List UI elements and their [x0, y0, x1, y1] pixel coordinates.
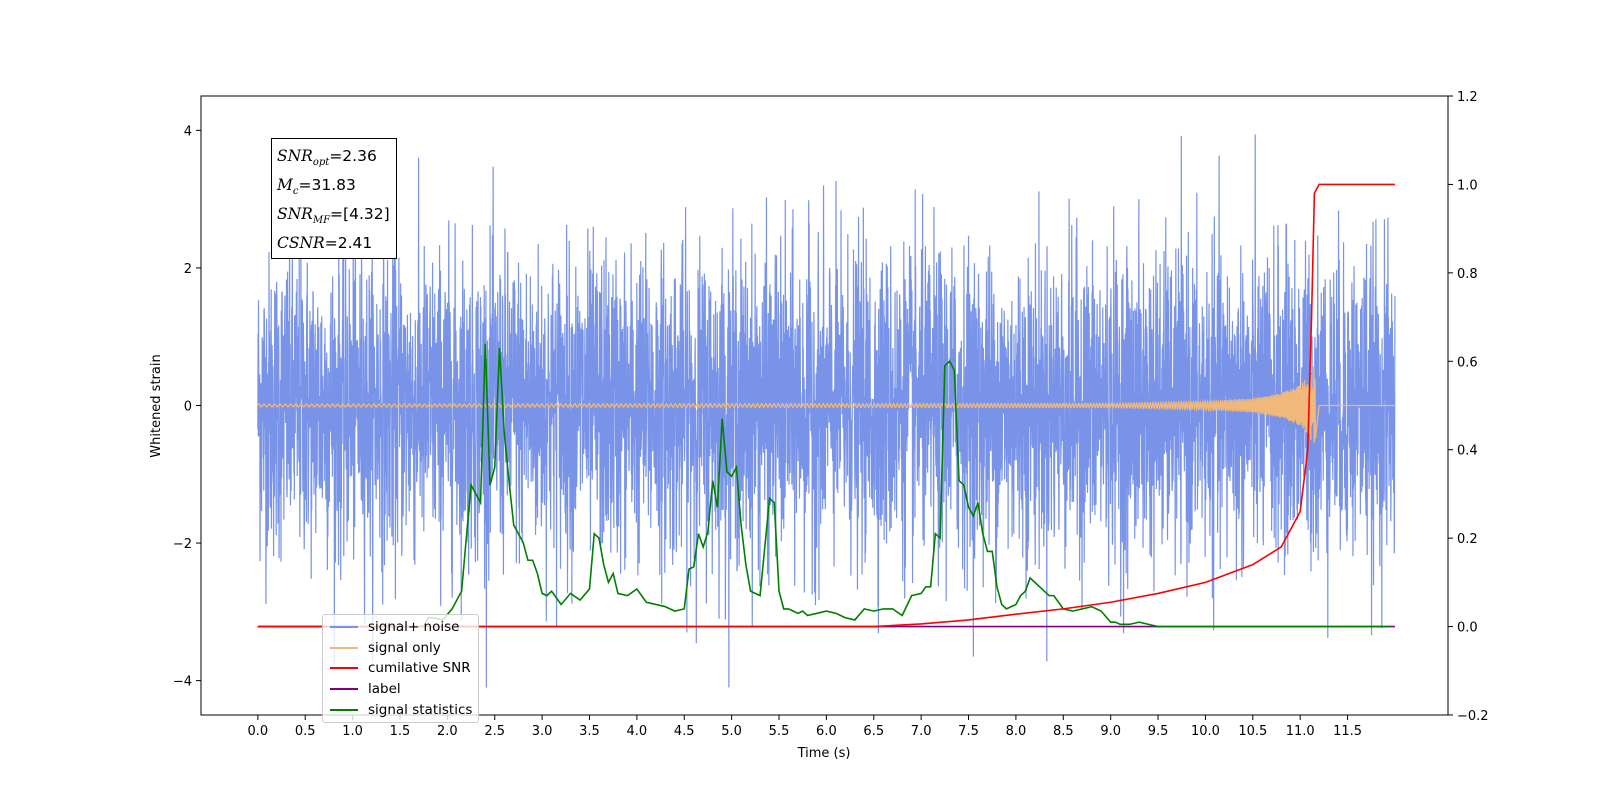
y-tick-label-left: 0 — [184, 400, 192, 415]
y-tick-label-right: 1.2 — [1457, 90, 1478, 105]
legend-item-signal-only: signal only — [323, 638, 478, 659]
x-tick-label: 0.0 — [248, 724, 269, 739]
x-tick-label: 2.5 — [484, 724, 505, 739]
legend-label: signal statistics — [368, 701, 473, 718]
x-tick-label: 10.0 — [1191, 724, 1220, 739]
axes: 0.0 0.5 1.0 1.5 2.0 2.5 3.0 3.5 4.0 4.5 5.0 5.5 6.0 6… — [173, 90, 1489, 739]
plot-area — [257, 134, 1396, 688]
x-tick-label: 11.5 — [1333, 724, 1362, 739]
x-tick-label: 4.0 — [627, 724, 648, 739]
legend-swatch — [330, 708, 358, 711]
legend-item-signal-statistics: signal statistics — [323, 699, 478, 720]
x-tick-label: 1.5 — [390, 724, 411, 739]
y-tick-label-right: 0.4 — [1457, 444, 1478, 459]
x-tick-label: 1.0 — [342, 724, 363, 739]
x-tick-label: 3.5 — [579, 724, 600, 739]
legend-label: cumilative SNR — [368, 660, 471, 677]
y-tick-label-right: 0.8 — [1457, 267, 1478, 282]
y-tick-label-left: −4 — [173, 675, 192, 690]
y-tick-label-right: 0.2 — [1457, 532, 1478, 547]
legend-swatch — [330, 626, 358, 629]
signal-only-line — [257, 366, 1395, 444]
x-tick-label: 11.0 — [1286, 724, 1315, 739]
x-tick-label: 6.5 — [863, 724, 884, 739]
csnr-text: CSNR=2.41 — [277, 234, 373, 253]
legend-item-signal-noise: signal+ noise — [323, 617, 478, 638]
legend-label: label — [368, 681, 401, 698]
cumilative-snr-line — [257, 183, 1395, 628]
signal-plus-noise-line — [257, 134, 1396, 688]
signal-only-series — [257, 366, 1395, 444]
signal-plus-noise-series — [257, 134, 1396, 688]
legend-swatch — [330, 688, 358, 691]
y-tick-label-left: 2 — [184, 262, 192, 277]
y-tick-label-left: 4 — [184, 124, 192, 139]
x-tick-label: 5.5 — [769, 724, 790, 739]
x-tick-label: 4.5 — [674, 724, 695, 739]
y-tick-label-right: −0.2 — [1457, 709, 1489, 724]
x-tick-label: 7.5 — [958, 724, 979, 739]
legend-swatch — [330, 667, 358, 670]
x-tick-label: 8.5 — [1053, 724, 1074, 739]
y-axis-label: Whitened strain — [149, 354, 164, 457]
x-tick-label: 2.0 — [437, 724, 458, 739]
legend-item-cumulative-snr: cumilative SNR — [323, 658, 478, 679]
x-tick-label: 0.5 — [295, 724, 316, 739]
legend-label: signal+ noise — [368, 619, 460, 636]
y-tick-label-right: 0.0 — [1457, 621, 1478, 636]
x-tick-label: 5.0 — [721, 724, 742, 739]
x-tick-label: 8.0 — [1006, 724, 1027, 739]
y-tick-label-right: 1.0 — [1457, 178, 1478, 193]
x-tick-label: 7.0 — [911, 724, 932, 739]
y-tick-label-left: −2 — [173, 537, 192, 552]
signal-statistics-line — [257, 343, 1391, 628]
x-tick-label: 10.5 — [1238, 724, 1267, 739]
metrics-annotation-box: SNRopt=2.36 Mc=31.83 SNRMF=[4.32] CSNR=2… — [271, 138, 397, 260]
legend-swatch — [330, 646, 358, 649]
x-tick-label: 3.0 — [532, 724, 553, 739]
x-tick-label: 9.5 — [1148, 724, 1169, 739]
legend: signal+ noise signal only cumilative SNR… — [322, 614, 479, 723]
x-tick-label: 6.0 — [816, 724, 837, 739]
chirp-mass-text: Mc=31.83 — [277, 176, 356, 198]
y-tick-label-right: 0.6 — [1457, 355, 1478, 370]
x-axis-label: Time (s) — [797, 746, 851, 761]
legend-item-label: label — [323, 679, 478, 700]
snr-mf-text: SNRMF=[4.32] — [277, 205, 390, 227]
x-tick-label: 9.0 — [1100, 724, 1121, 739]
legend-label: signal only — [368, 639, 441, 656]
snr-opt-text: SNRopt=2.36 — [277, 147, 377, 169]
